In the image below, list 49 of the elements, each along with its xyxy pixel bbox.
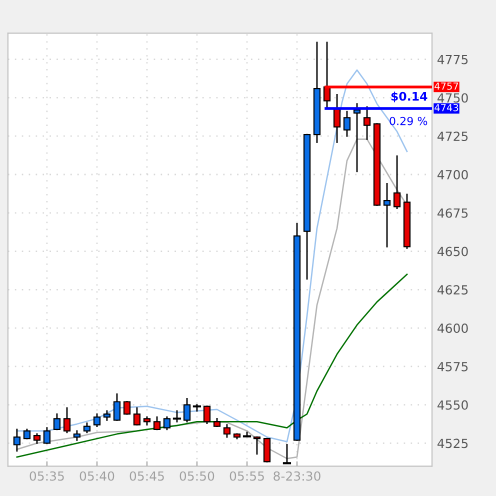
- y-tick-label: 4650: [437, 246, 468, 256]
- x-tick-label: 8-23:30: [274, 471, 320, 481]
- candlestick: [383, 183, 391, 248]
- candlestick: [343, 110, 351, 137]
- candlestick: [103, 410, 111, 421]
- candlestick: [363, 106, 371, 140]
- candlestick: [23, 428, 31, 440]
- candlestick: [113, 393, 121, 421]
- annotation: $0.14: [391, 92, 428, 102]
- candlestick: [83, 422, 91, 434]
- y-tick-label: 4525: [437, 438, 468, 448]
- candlestick: [183, 398, 191, 422]
- ref-line-label: 4743: [434, 104, 458, 112]
- y-tick-label: 4750: [437, 93, 468, 103]
- candlestick: [53, 413, 61, 430]
- candlestick: [93, 413, 101, 428]
- candlestick: [63, 407, 71, 434]
- y-tick-label: 4625: [437, 285, 468, 295]
- candlestick: [43, 427, 51, 444]
- annotation: 0.29 %: [390, 116, 428, 126]
- y-tick-label: 4600: [437, 324, 468, 333]
- y-tick-label: 4700: [437, 170, 468, 180]
- candlestick: [33, 433, 41, 444]
- candlestick: [163, 416, 171, 430]
- candlestick: [393, 155, 401, 209]
- y-tick-label: 4725: [437, 132, 468, 142]
- candlestick: [153, 416, 161, 430]
- candlestick: [263, 438, 271, 462]
- x-tick-label: 05:45: [130, 471, 164, 481]
- candlestick: [13, 428, 20, 452]
- candlestick: [172, 410, 182, 422]
- candlestick: [133, 407, 141, 426]
- x-tick-label: 05:40: [80, 471, 114, 481]
- line-series: [16, 274, 408, 458]
- candlestick: [253, 436, 261, 455]
- ref-line-label: 4757: [434, 82, 458, 90]
- y-tick-label: 4575: [437, 362, 468, 372]
- candlestick: [73, 430, 81, 441]
- candlestick: [223, 424, 231, 438]
- candlestick: [282, 444, 292, 464]
- y-tick-label: 4675: [437, 208, 468, 218]
- candlestick: [203, 406, 211, 424]
- x-tick-label: 05:35: [30, 471, 64, 481]
- x-tick-label: 05:55: [230, 471, 264, 481]
- candlestick: [123, 401, 131, 415]
- x-tick-label: 05:50: [180, 471, 214, 481]
- y-tick-label: 4550: [437, 400, 468, 410]
- line-series: [16, 138, 408, 460]
- y-tick-label: 4775: [437, 54, 468, 64]
